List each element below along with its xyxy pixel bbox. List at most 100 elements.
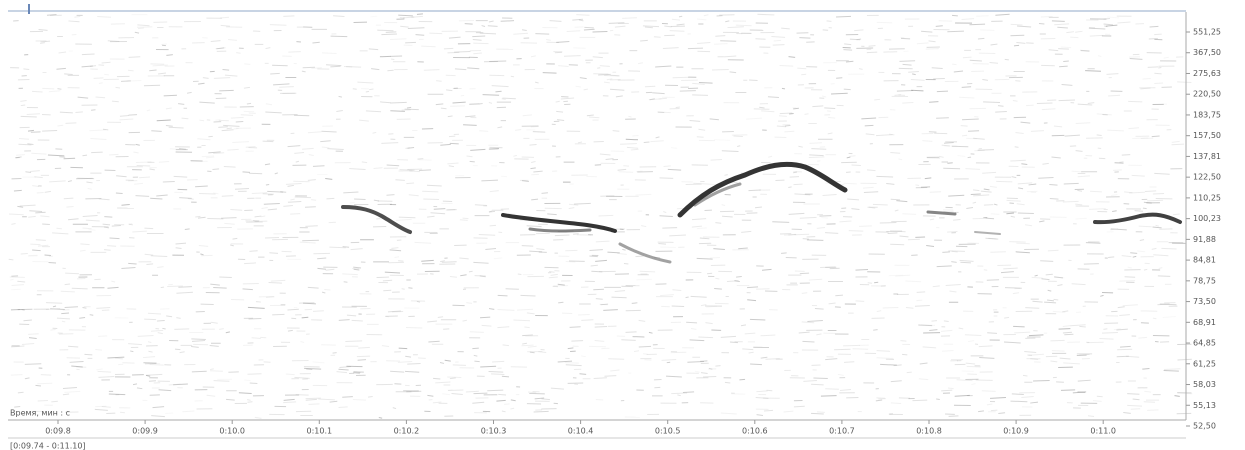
noise-stroke [1011, 24, 1023, 25]
noise-stroke [952, 146, 968, 147]
noise-stroke [784, 131, 794, 132]
y-tick-label: 157,50 [1193, 131, 1221, 140]
noise-stroke [584, 27, 593, 28]
noise-stroke [530, 352, 535, 353]
noise-stroke [1122, 155, 1130, 156]
noise-stroke [294, 115, 309, 116]
noise-stroke [1164, 370, 1179, 371]
noise-stroke [1086, 243, 1101, 244]
noise-stroke [747, 287, 758, 288]
top-bar [8, 10, 1186, 12]
noise-stroke [472, 348, 478, 349]
noise-stroke [589, 256, 597, 257]
noise-stroke [64, 198, 74, 199]
noise-stroke [313, 166, 325, 167]
noise-stroke [911, 90, 923, 91]
noise-stroke [921, 325, 935, 326]
noise-stroke [828, 117, 835, 118]
noise-stroke [295, 197, 311, 198]
noise-stroke [899, 61, 915, 62]
noise-stroke [109, 394, 125, 395]
noise-stroke [936, 26, 943, 27]
noise-stroke [202, 156, 214, 157]
noise-stroke [267, 191, 283, 192]
noise-stroke [381, 143, 398, 144]
noise-stroke [35, 212, 45, 213]
noise-stroke [824, 108, 835, 109]
noise-stroke [803, 239, 809, 240]
noise-stroke [436, 81, 442, 82]
noise-stroke [873, 204, 888, 205]
noise-stroke [780, 113, 793, 114]
y-tick-label: 52,50 [1193, 422, 1216, 431]
noise-stroke [28, 130, 34, 131]
noise-stroke [908, 239, 920, 240]
noise-stroke [869, 46, 876, 47]
noise-stroke [836, 16, 851, 17]
time-range: [0:09.74 - 0:11.10] [10, 442, 86, 450]
noise-stroke [28, 334, 39, 335]
noise-stroke [636, 171, 642, 172]
y-tick-label: 58,03 [1193, 380, 1216, 389]
noise-stroke [1142, 369, 1149, 370]
x-axis-title: Время, мин : с [10, 409, 70, 418]
noise-stroke [912, 400, 927, 401]
noise-stroke [1145, 191, 1156, 192]
noise-stroke [1097, 135, 1102, 136]
noise-stroke [1173, 214, 1180, 215]
noise-stroke [649, 99, 662, 100]
noise-stroke [596, 299, 603, 300]
noise-stroke [448, 116, 453, 117]
noise-stroke [604, 82, 610, 83]
noise-stroke [502, 98, 515, 99]
y-tick-label: 78,75 [1193, 276, 1216, 285]
noise-stroke [555, 235, 570, 236]
y-tick-label: 68,91 [1193, 318, 1216, 327]
noise-stroke [1055, 277, 1064, 278]
noise-stroke [311, 200, 316, 201]
noise-stroke [959, 97, 974, 98]
noise-stroke [308, 404, 319, 405]
noise-stroke [1178, 359, 1192, 360]
noise-stroke [1147, 200, 1163, 201]
noise-stroke [673, 77, 689, 78]
y-tick-label: 122,50 [1193, 173, 1221, 182]
noise-stroke [1037, 103, 1053, 104]
noise-stroke [61, 291, 75, 292]
noise-stroke [442, 262, 457, 263]
noise-stroke [1048, 250, 1059, 251]
noise-stroke [948, 388, 954, 389]
noise-stroke [41, 375, 51, 376]
noise-stroke [235, 189, 249, 190]
noise-stroke [461, 95, 464, 96]
noise-stroke [809, 157, 825, 158]
noise-stroke [470, 332, 484, 333]
noise-stroke [343, 247, 349, 248]
noise-stroke [707, 273, 712, 274]
noise-stroke [1135, 211, 1143, 212]
noise-stroke [1014, 45, 1019, 46]
noise-stroke [772, 222, 789, 223]
noise-stroke [599, 215, 614, 216]
noise-stroke [247, 400, 250, 401]
noise-stroke [104, 74, 109, 75]
noise-stroke [886, 231, 902, 232]
y-tick-label: 110,25 [1193, 193, 1221, 202]
noise-stroke [1052, 351, 1065, 352]
noise-stroke [564, 56, 581, 57]
noise-stroke [600, 66, 610, 67]
noise-stroke [1102, 333, 1118, 334]
noise-stroke [366, 91, 369, 92]
noise-stroke [1061, 47, 1071, 48]
trace [530, 229, 590, 231]
noise-stroke [621, 340, 635, 341]
noise-stroke [657, 112, 671, 113]
noise-stroke [960, 262, 971, 263]
noise-stroke [474, 361, 479, 362]
noise-stroke [936, 399, 940, 400]
noise-stroke [962, 135, 967, 136]
noise-stroke [313, 311, 324, 312]
noise-stroke [324, 289, 330, 290]
noise-stroke [1016, 243, 1029, 244]
noise-stroke [64, 74, 73, 75]
